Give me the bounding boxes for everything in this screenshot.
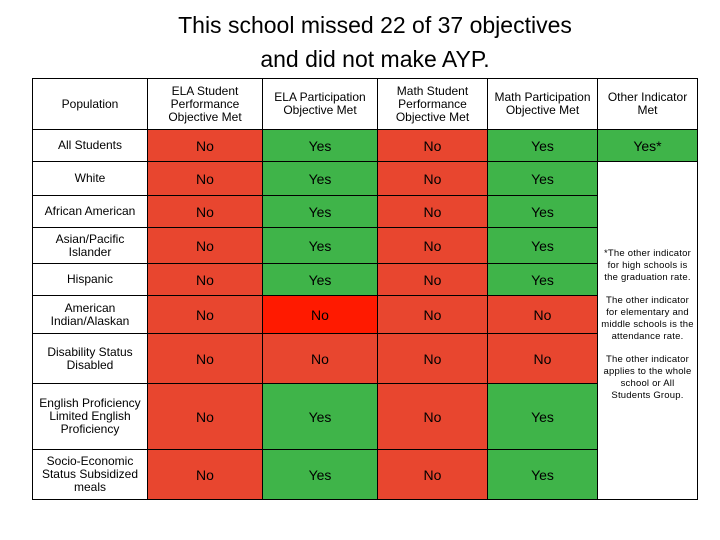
ela-participation-cell: No xyxy=(262,333,378,384)
ela-performance-cell: No xyxy=(147,195,263,228)
row-label: African American xyxy=(32,195,148,228)
row-label: Hispanic xyxy=(32,263,148,296)
note-elementary-middle: The other indicator for elementary and m… xyxy=(601,295,694,342)
row-label: White xyxy=(32,161,148,196)
math-participation-cell: No xyxy=(487,295,598,334)
note-high-schools: *The other indicator for high schools is… xyxy=(604,248,691,283)
row-label: Disability Status Disabled xyxy=(32,333,148,384)
ayp-objectives-table: Population ELA Student Performance Objec… xyxy=(32,78,698,500)
row-label: All Students xyxy=(32,129,148,162)
row-label: Socio-Economic Status Subsidized meals xyxy=(32,449,148,500)
ela-performance-cell: No xyxy=(147,129,263,162)
math-participation-cell: Yes xyxy=(487,263,598,296)
math-performance-cell: No xyxy=(377,227,488,264)
ela-participation-cell: Yes xyxy=(262,449,378,500)
math-performance-cell: No xyxy=(377,161,488,196)
table-row: African American No Yes No Yes xyxy=(32,195,698,228)
math-performance-cell: No xyxy=(377,383,488,450)
ela-participation-cell: Yes xyxy=(262,195,378,228)
math-participation-cell: Yes xyxy=(487,129,598,162)
table-row: White No Yes No Yes *The other indicator… xyxy=(32,161,698,500)
ela-participation-cell: Yes xyxy=(262,383,378,450)
ela-performance-cell: No xyxy=(147,383,263,450)
ela-participation-cell: Yes xyxy=(262,227,378,264)
ela-participation-cell: Yes xyxy=(262,161,378,196)
ela-performance-cell: No xyxy=(147,295,263,334)
note-whole-school: The other indicator applies to the whole… xyxy=(603,354,692,401)
table-row: Disability Status Disabled No No No No xyxy=(32,333,698,384)
header-row: Population ELA Student Performance Objec… xyxy=(32,78,698,130)
ela-performance-cell: No xyxy=(147,263,263,296)
header-other-indicator: Other Indicator Met xyxy=(597,78,698,130)
math-participation-cell: Yes xyxy=(487,383,598,450)
header-ela-performance: ELA Student Performance Objective Met xyxy=(147,78,263,130)
math-participation-cell: Yes xyxy=(487,195,598,228)
ela-performance-cell: No xyxy=(147,333,263,384)
title-line-1: This school missed 22 of 37 objectives xyxy=(178,12,572,38)
math-participation-cell: No xyxy=(487,333,598,384)
other-indicator-cell: Yes* xyxy=(597,129,698,162)
math-participation-cell: Yes xyxy=(487,449,598,500)
math-performance-cell: No xyxy=(377,129,488,162)
table-row: American Indian/Alaskan No No No No xyxy=(32,295,698,334)
math-participation-cell: Yes xyxy=(487,161,598,196)
ela-performance-cell: No xyxy=(147,227,263,264)
row-label: Asian/Pacific Islander xyxy=(32,227,148,264)
math-performance-cell: No xyxy=(377,333,488,384)
table-row: English Proficiency Limited English Prof… xyxy=(32,383,698,450)
table-row: Socio-Economic Status Subsidized meals N… xyxy=(32,449,698,500)
slide-title: This school missed 22 of 37 objectives a… xyxy=(0,8,720,76)
row-label: American Indian/Alaskan xyxy=(32,295,148,334)
header-math-performance: Math Student Performance Objective Met xyxy=(377,78,488,130)
math-performance-cell: No xyxy=(377,263,488,296)
ela-participation-cell: Yes xyxy=(262,129,378,162)
header-math-participation: Math Participation Objective Met xyxy=(487,78,598,130)
table-row: Asian/Pacific Islander No Yes No Yes xyxy=(32,227,698,264)
ela-performance-cell: No xyxy=(147,449,263,500)
math-performance-cell: No xyxy=(377,295,488,334)
math-performance-cell: No xyxy=(377,449,488,500)
ela-performance-cell: No xyxy=(147,161,263,196)
header-ela-participation: ELA Participation Objective Met xyxy=(262,78,378,130)
other-indicator-notes: *The other indicator for high schools is… xyxy=(597,161,698,500)
header-population: Population xyxy=(32,78,148,130)
row-label: English Proficiency Limited English Prof… xyxy=(32,383,148,450)
math-performance-cell: No xyxy=(377,195,488,228)
table-row: All Students No Yes No Yes Yes* xyxy=(32,129,698,162)
ela-participation-cell: Yes xyxy=(262,263,378,296)
title-line-2: and did not make AYP. xyxy=(260,46,490,72)
math-participation-cell: Yes xyxy=(487,227,598,264)
table-row: Hispanic No Yes No Yes xyxy=(32,263,698,296)
ela-participation-cell: No xyxy=(262,295,378,334)
